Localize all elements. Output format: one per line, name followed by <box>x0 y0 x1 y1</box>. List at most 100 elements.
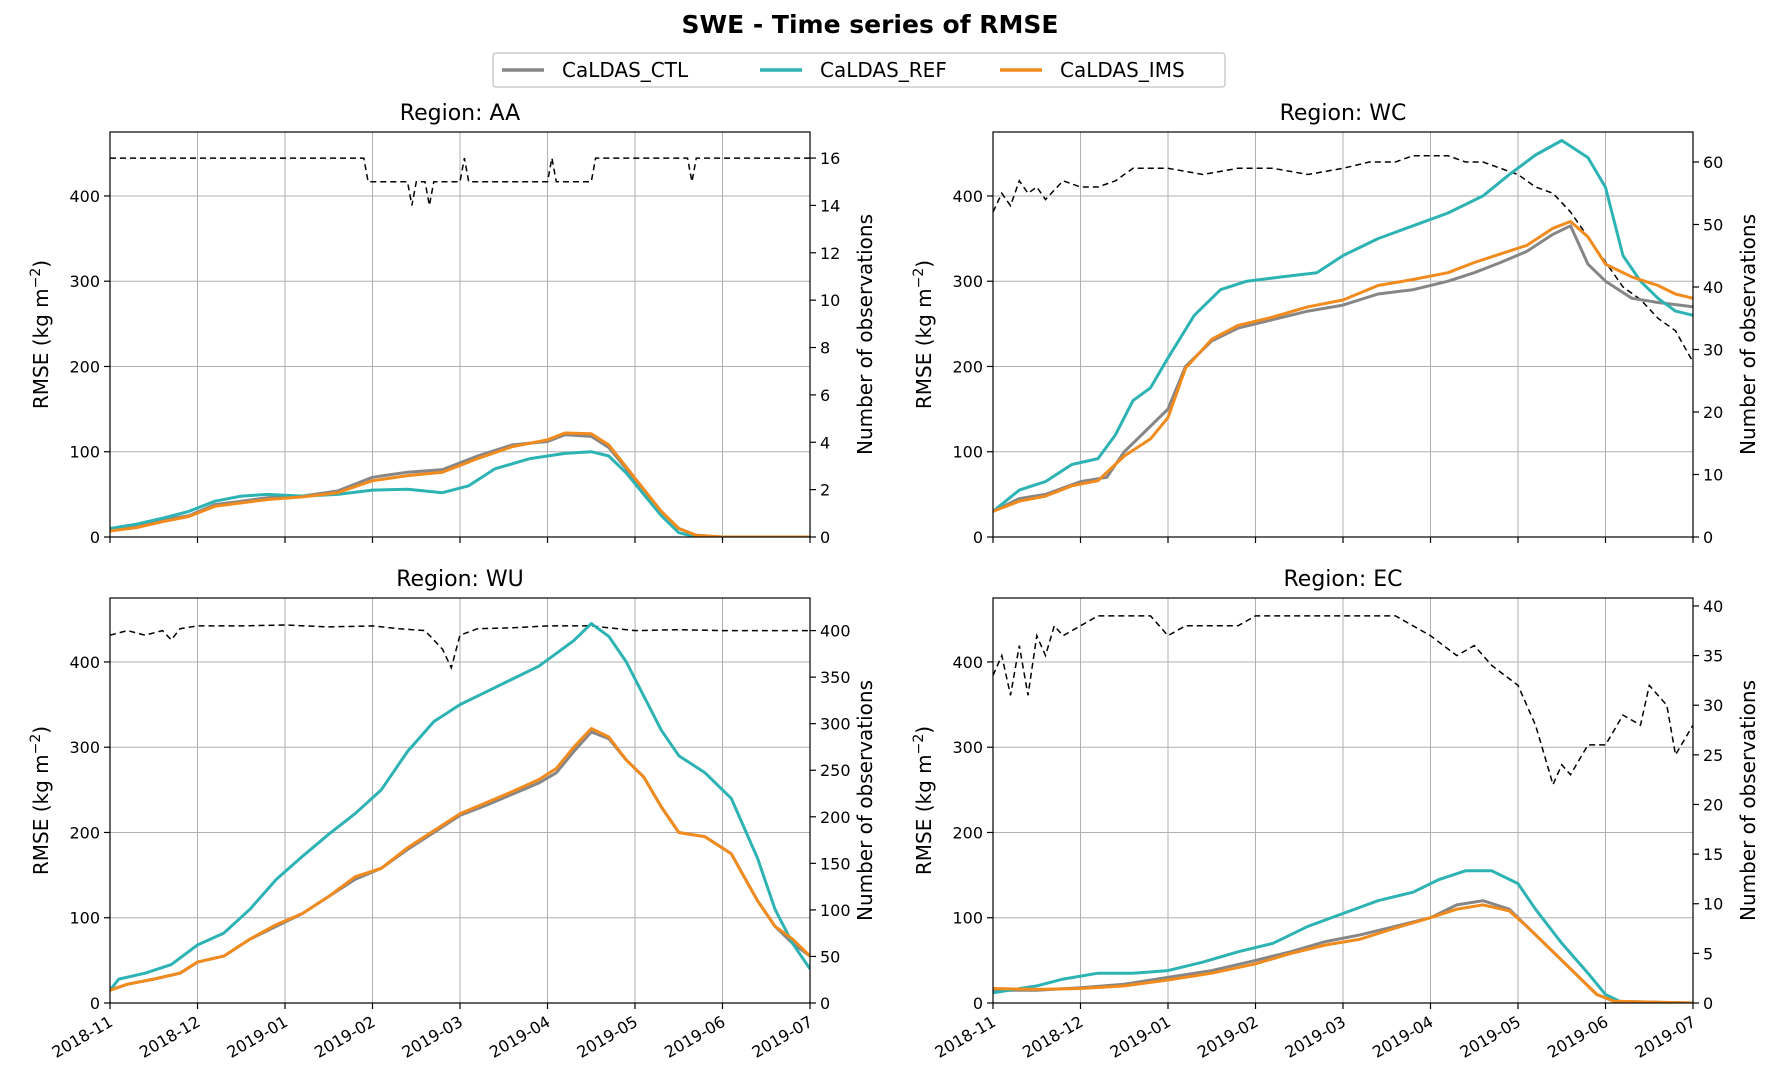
y2-tick-label: 10 <box>1703 895 1723 914</box>
axes-frame <box>992 131 1694 538</box>
y2-tick-label: 200 <box>820 808 851 827</box>
figure-title: SWE - Time series of RMSE <box>681 10 1058 39</box>
y2-tick-label: 10 <box>1703 466 1723 485</box>
panel-ec: Region: EC 2018-11 2018-12 2019-01 2019-02 20… <box>911 567 1760 1062</box>
y-tick-label: 400 <box>952 187 983 206</box>
y-tick-label: 200 <box>952 357 983 376</box>
y2-tick-label: 0 <box>820 994 830 1013</box>
x-tick-label: 2019-01 <box>224 1012 291 1062</box>
y-axis-label: RMSE (kg m−2) <box>28 260 53 409</box>
x-tick-label: 2019-04 <box>486 1012 553 1062</box>
series-line-caldas-ims <box>110 727 810 992</box>
y2-tick-label: 250 <box>820 761 851 780</box>
y2-tick-label: 400 <box>820 622 851 641</box>
y2-tick-label: 0 <box>1703 528 1713 547</box>
y2-tick-label: 40 <box>1703 597 1723 616</box>
y2-tick-label: 100 <box>820 901 851 920</box>
x-tick-label: 2019-04 <box>1369 1012 1436 1062</box>
panel-aa: Region: AA 0 100 200 300 400 0 2 4 6 8 10 12 14 16 RMSE… <box>28 101 877 547</box>
y-tick-label: 0 <box>90 528 100 547</box>
y2-tick-label: 25 <box>1703 746 1723 765</box>
y2-tick-label: 30 <box>1703 696 1723 715</box>
y-tick-label: 300 <box>69 272 100 291</box>
axes-frame <box>109 131 811 538</box>
legend-label-caldas-ims: CaLDAS_IMS <box>1060 58 1185 82</box>
y-tick-label: 100 <box>69 909 100 928</box>
x-tick-label: 2018-12 <box>136 1012 203 1062</box>
x-tick-label: 2019-01 <box>1107 1012 1174 1062</box>
y2-tick-label: 0 <box>1703 994 1713 1013</box>
y2-tick-label: 15 <box>1703 845 1723 864</box>
series-line-caldas-ref <box>993 139 1693 513</box>
y2-tick-label: 16 <box>820 149 840 168</box>
y-tick-label: 400 <box>69 187 100 206</box>
y-axis-label: RMSE (kg m−2) <box>911 260 936 409</box>
plot-area <box>993 139 1693 513</box>
x-tick-label: 2019-03 <box>1282 1012 1349 1062</box>
y-tick-label: 100 <box>952 443 983 462</box>
legend-label-caldas-ctl: CaLDAS_CTL <box>562 58 689 82</box>
y2-tick-label: 40 <box>1703 278 1723 297</box>
series-line-caldas-ref <box>110 622 810 992</box>
panel-wu: Region: WU 2018-11 2018-12 2019-01 2019-02 20… <box>28 567 877 1062</box>
y2-tick-label: 60 <box>1703 153 1723 172</box>
panel-wc: Region: WC 0 100 200 300 400 0 10 20 30 40 50 60 RMSE… <box>911 101 1760 547</box>
series-line-caldas-ims <box>993 220 1693 513</box>
observations-line <box>110 624 810 670</box>
y-tick-label: 100 <box>952 909 983 928</box>
y2-axis-label: Number of observations <box>1736 214 1760 455</box>
y-tick-label: 300 <box>69 738 100 757</box>
y-tick-label: 200 <box>69 823 100 842</box>
plot-area <box>993 615 1693 1003</box>
x-tick-label: 2019-05 <box>574 1012 641 1062</box>
x-tick-label: 2019-03 <box>399 1012 466 1062</box>
legend-label-caldas-ref: CaLDAS_REF <box>820 58 947 82</box>
y2-axis-label: Number of observations <box>1736 680 1760 921</box>
y2-tick-label: 50 <box>820 947 840 966</box>
x-tick-label: 2019-06 <box>661 1012 728 1062</box>
x-tick-label: 2018-12 <box>1019 1012 1086 1062</box>
axes-frame <box>992 597 1694 1004</box>
series-line-caldas-ims <box>993 903 1693 1003</box>
y2-tick-label: 350 <box>820 668 851 687</box>
panels: Region: AA01002003004000246810121416RMSE… <box>28 101 1760 1062</box>
observations-line <box>993 615 1693 787</box>
legend: CaLDAS_CTL CaLDAS_REF CaLDAS_IMS <box>492 52 1226 88</box>
panel-title: Region: WU <box>396 567 524 592</box>
x-tick-label: 2019-07 <box>749 1012 816 1062</box>
panel-title: Region: EC <box>1284 567 1403 592</box>
y-tick-label: 0 <box>90 994 100 1013</box>
observations-line <box>110 157 810 206</box>
y-tick-label: 400 <box>952 653 983 672</box>
y-tick-label: 0 <box>973 994 983 1013</box>
axes-frame <box>109 597 811 1004</box>
x-tick-label: 2018-11 <box>932 1012 999 1062</box>
y2-axis-label: Number of observations <box>853 214 877 455</box>
y2-tick-label: 20 <box>1703 795 1723 814</box>
y-tick-label: 100 <box>69 443 100 462</box>
y-axis-label: RMSE (kg m−2) <box>28 726 53 875</box>
y2-tick-label: 5 <box>1703 944 1713 963</box>
y2-tick-label: 10 <box>820 291 840 310</box>
panel-title: Region: AA <box>400 101 520 126</box>
y-tick-label: 300 <box>952 272 983 291</box>
y2-tick-label: 4 <box>820 433 830 452</box>
y2-tick-label: 6 <box>820 386 830 405</box>
y2-tick-label: 35 <box>1703 647 1723 666</box>
y2-tick-label: 30 <box>1703 341 1723 360</box>
y-tick-label: 400 <box>69 653 100 672</box>
y-tick-label: 0 <box>973 528 983 547</box>
y2-tick-label: 150 <box>820 854 851 873</box>
y-tick-label: 200 <box>952 823 983 842</box>
y-tick-label: 300 <box>952 738 983 757</box>
y2-tick-label: 2 <box>820 481 830 500</box>
x-tick-label: 2019-02 <box>1194 1012 1261 1062</box>
x-tick-label: 2018-11 <box>49 1012 116 1062</box>
y2-axis-label: Number of observations <box>853 680 877 921</box>
y2-tick-label: 50 <box>1703 216 1723 235</box>
series-line-caldas-ref <box>110 450 810 537</box>
x-tick-label: 2019-07 <box>1632 1012 1699 1062</box>
y2-tick-label: 14 <box>820 196 840 215</box>
x-tick-label: 2019-02 <box>311 1012 378 1062</box>
